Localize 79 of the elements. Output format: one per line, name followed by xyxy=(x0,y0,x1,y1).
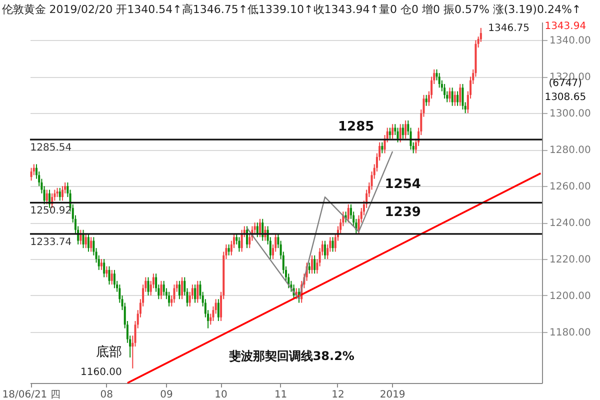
candlestick xyxy=(46,189,48,205)
text: 1308.65 xyxy=(544,92,586,103)
candlestick xyxy=(181,276,184,300)
annotation: 1346.75 xyxy=(488,23,530,34)
candlestick xyxy=(162,280,165,296)
candlestick xyxy=(238,236,240,252)
candlestick xyxy=(106,266,108,278)
y-tick-label: 1220.00 xyxy=(550,254,591,266)
candlestick xyxy=(444,83,446,100)
candlestick xyxy=(113,269,116,289)
candlestick xyxy=(438,72,440,88)
x-tick-label: 11 xyxy=(274,390,288,400)
candlestick xyxy=(160,280,162,300)
candlestick xyxy=(58,187,61,202)
candlestick xyxy=(392,124,394,140)
candlestick xyxy=(56,187,58,198)
x-tick-label: 08 xyxy=(100,390,114,400)
y-tick-label: 1200.00 xyxy=(550,290,591,302)
y-tick-label: 1280.00 xyxy=(550,145,591,156)
text: (6747) xyxy=(548,78,582,89)
candlestick xyxy=(308,262,310,274)
annotation: 1160.00 xyxy=(80,367,122,378)
candlestick xyxy=(456,90,459,106)
candlestick xyxy=(310,254,313,274)
candlestick xyxy=(324,240,326,260)
candlestick xyxy=(454,90,456,106)
candlestick xyxy=(259,218,262,238)
candlestick xyxy=(332,236,334,252)
x-tick-label: 18/06/21 四 xyxy=(2,390,60,400)
candlestick xyxy=(404,120,407,140)
candlestick xyxy=(451,87,454,106)
y-tick-label: 1240.00 xyxy=(550,218,591,230)
y-tick-label: 1260.00 xyxy=(550,182,591,193)
candlestick xyxy=(90,236,92,252)
annotation: 1239 xyxy=(384,205,421,220)
text: 1343.94 xyxy=(544,21,586,32)
x-tick-label: 09 xyxy=(160,390,173,400)
candlestick xyxy=(196,280,199,304)
annotation: 斐波那契回调线38.2% xyxy=(228,349,354,363)
candlestick xyxy=(314,254,316,274)
chart-title: 伦敦黄金 2019/02/20 开1340.54↑高1346.75↑低1339.10↑收1343.94↑量0 仓0 增0 振0.57% 涨(3.19)0.24%↑ xyxy=(2,3,582,16)
ref-line-label: 1233.74 xyxy=(30,236,72,248)
candlestick xyxy=(178,280,180,300)
candlestick xyxy=(388,127,391,140)
candlestick xyxy=(217,298,220,322)
x-tick-label: 2019 xyxy=(380,390,406,400)
candlestick xyxy=(168,291,170,307)
y-tick-label: 1300.00 xyxy=(550,108,591,120)
candlestick xyxy=(459,83,462,106)
candlestick xyxy=(61,186,64,202)
candlestick xyxy=(228,244,230,256)
candlestick xyxy=(110,269,113,286)
candlestick xyxy=(103,258,106,278)
candlestick xyxy=(448,87,451,103)
ref-line-label: 1285.54 xyxy=(30,142,72,154)
candlestick xyxy=(100,258,102,270)
annotation: 底部 xyxy=(96,345,122,360)
ref-line-label: 1250.92 xyxy=(30,206,72,217)
candlestick xyxy=(194,284,196,304)
candlestick xyxy=(396,127,399,143)
candlestick xyxy=(347,204,350,224)
candlestick xyxy=(381,142,384,154)
annotation: 1285 xyxy=(338,120,374,135)
annotation: 1254 xyxy=(384,177,421,192)
candlestick xyxy=(147,276,150,296)
candlestick xyxy=(402,124,404,140)
x-tick-label: 12 xyxy=(332,390,344,400)
candlestick xyxy=(462,83,464,110)
candlestick xyxy=(173,284,176,304)
candlestick xyxy=(108,266,110,286)
candlestick xyxy=(30,167,32,182)
candlestick xyxy=(399,124,402,143)
candlestick xyxy=(84,232,87,249)
x-tick-label: 10 xyxy=(214,390,228,400)
candlestick xyxy=(256,222,258,238)
y-tick-label: 1340.00 xyxy=(550,36,591,47)
y-tick-label: 1180.00 xyxy=(550,327,591,338)
candlestick xyxy=(425,94,428,106)
candlestick xyxy=(87,232,90,252)
